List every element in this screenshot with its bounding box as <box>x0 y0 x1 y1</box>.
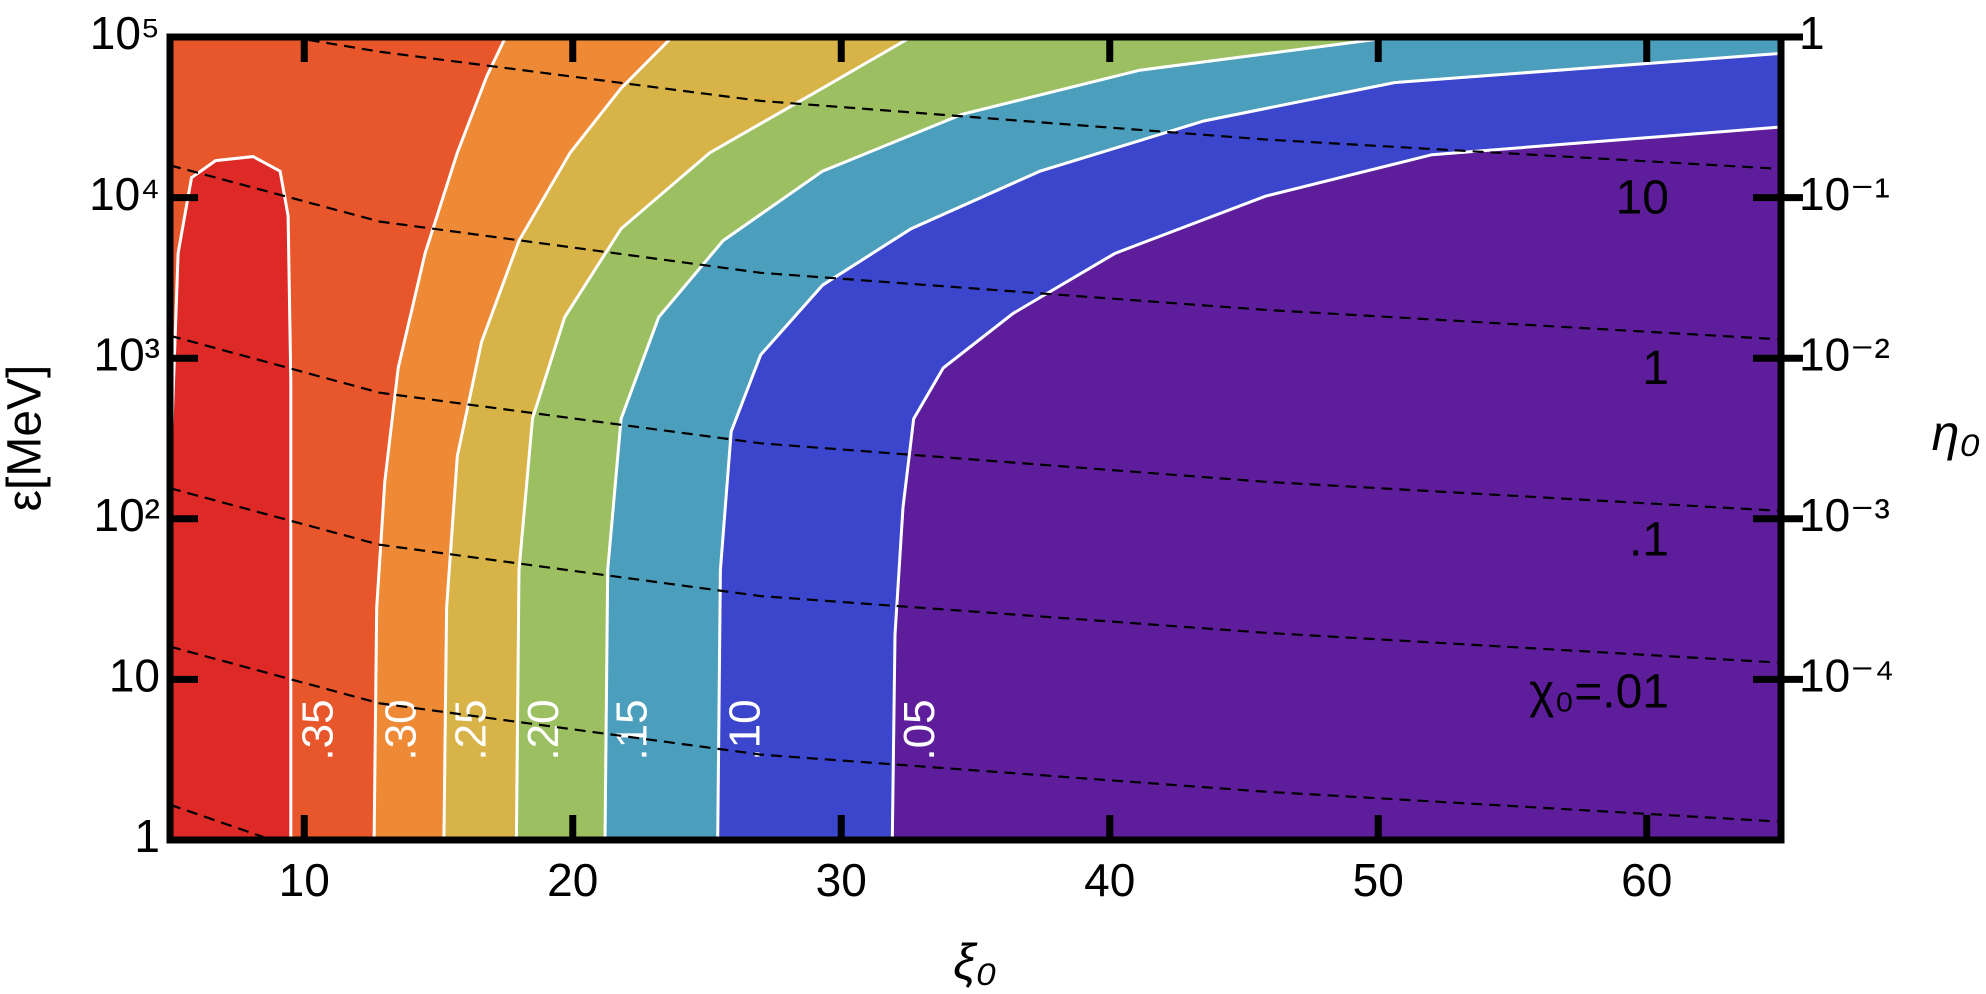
contour-label: .25 <box>446 699 495 760</box>
contour-label: .20 <box>519 699 568 760</box>
y-tick-label: 10 <box>109 650 160 702</box>
y2-tick-label: 10⁻³ <box>1799 489 1890 541</box>
contour-label: .10 <box>720 699 769 760</box>
y2-tick-label: 10⁻² <box>1799 328 1890 380</box>
contour-label: .05 <box>895 699 944 760</box>
x-tick-label: 20 <box>547 854 598 906</box>
contour-line <box>603 37 1395 840</box>
chi-line <box>170 487 1781 664</box>
y2-axis-label: η₀ <box>1932 405 1981 461</box>
contour-region <box>170 156 291 840</box>
chi-label: χ₀=.01 <box>1529 665 1669 718</box>
contour-line <box>442 37 674 840</box>
contour-line <box>514 37 912 840</box>
x-tick-label: 10 <box>279 854 330 906</box>
x-tick-label: 50 <box>1353 854 1404 906</box>
contour-line <box>890 125 1781 840</box>
y-tick-label: 10³ <box>94 328 160 380</box>
contour-label: .30 <box>377 699 426 760</box>
chi-line <box>290 37 1781 170</box>
chi-line <box>170 334 1781 512</box>
contour-line <box>170 155 293 840</box>
chi-line <box>170 164 1781 341</box>
chi-line <box>170 645 1781 823</box>
x-tick-label: 40 <box>1084 854 1135 906</box>
y-tick-label: 10⁴ <box>89 168 160 220</box>
chi-label: .1 <box>1629 514 1669 567</box>
x-tick-label: 30 <box>816 854 867 906</box>
plot-area: .35 .30 .25 .20 .15 .10 .05 10 1 .1 χ₀=.01 <box>170 37 1781 840</box>
x-tick-label: 60 <box>1621 854 1672 906</box>
contour-label: .35 <box>293 699 342 760</box>
contour-line <box>716 51 1781 840</box>
plot-frame <box>166 33 1785 844</box>
contour-line <box>372 37 507 840</box>
x-axis-label: ξ₀ <box>953 934 996 990</box>
chi-label: 10 <box>1616 172 1669 225</box>
y2-tick-label: 1 <box>1799 7 1825 59</box>
y-tick-label: 1 <box>134 810 160 862</box>
y-tick-label: 10⁵ <box>90 7 160 59</box>
y-axis-label: ε[MeV] <box>0 365 52 512</box>
y2-tick-label: 10⁻⁴ <box>1799 650 1894 702</box>
y2-tick-label: 10⁻¹ <box>1799 168 1890 220</box>
chi-label: 1 <box>1642 342 1669 395</box>
y-tick-label: 10² <box>94 489 160 541</box>
contour-label: .15 <box>608 699 657 760</box>
